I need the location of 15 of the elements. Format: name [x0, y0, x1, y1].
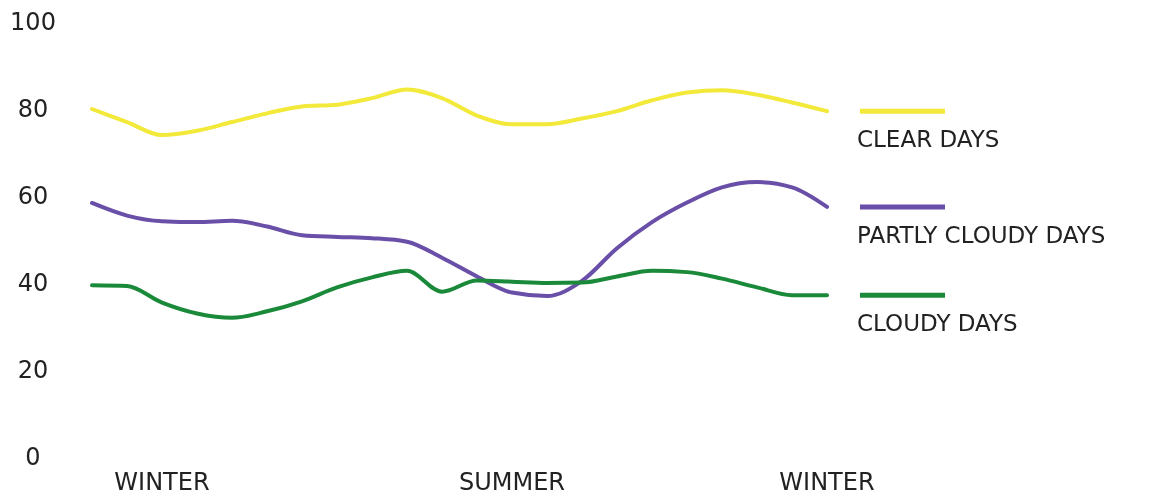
y-tick-label: 40: [17, 269, 49, 298]
y-tick-label: 100: [10, 8, 56, 37]
y-tick-label: 20: [17, 356, 49, 385]
x-tick-label: SUMMER: [458, 468, 566, 496]
x-tick-label: WINTER: [114, 468, 210, 496]
y-tick-label: 80: [17, 95, 49, 124]
legend-label: CLEAR DAYS: [857, 126, 1000, 153]
line-series: [90, 268, 829, 320]
line-series: [90, 87, 829, 138]
y-tick-label: 60: [17, 182, 49, 211]
legend-label: PARTLY CLOUDY DAYS: [857, 221, 1106, 248]
y-tick-label: 0: [25, 443, 41, 472]
x-tick-label: WINTER: [779, 468, 875, 496]
line-series: [90, 180, 829, 299]
legend-label: CLOUDY DAYS: [857, 310, 1018, 337]
